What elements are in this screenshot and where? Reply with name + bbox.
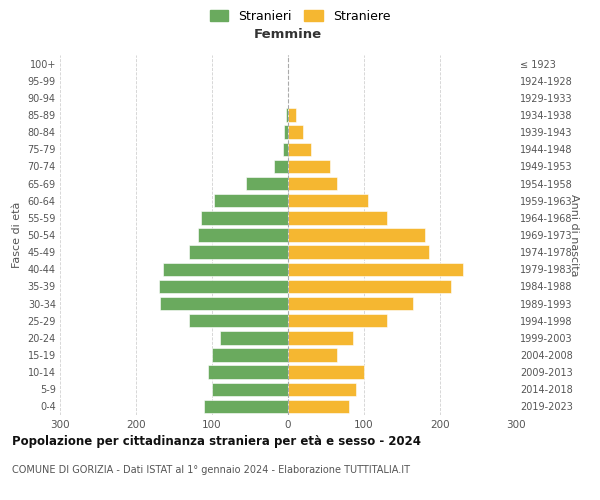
Bar [288,160,330,173]
Bar [283,142,288,156]
Bar [189,314,288,328]
Bar [288,297,413,310]
Bar [214,194,288,207]
Y-axis label: Anni di nascita: Anni di nascita [569,194,578,276]
Bar [200,211,288,224]
Bar [208,366,288,379]
Text: Femmine: Femmine [254,28,322,40]
Bar [288,280,451,293]
Text: Popolazione per cittadinanza straniera per età e sesso - 2024: Popolazione per cittadinanza straniera p… [12,435,421,448]
Bar [288,228,425,241]
Bar [220,331,288,344]
Bar [288,246,428,259]
Bar [288,400,349,413]
Y-axis label: Fasce di età: Fasce di età [12,202,22,268]
Bar [212,348,288,362]
Bar [288,142,311,156]
Bar [286,108,288,122]
Bar [288,211,387,224]
Bar [212,382,288,396]
Bar [274,160,288,173]
Bar [288,177,337,190]
Bar [288,382,356,396]
Bar [284,126,288,139]
Bar [288,348,337,362]
Bar [159,280,288,293]
Bar [288,366,364,379]
Text: COMUNE DI GORIZIA - Dati ISTAT al 1° gennaio 2024 - Elaborazione TUTTITALIA.IT: COMUNE DI GORIZIA - Dati ISTAT al 1° gen… [12,465,410,475]
Bar [205,400,288,413]
Bar [288,126,303,139]
Legend: Stranieri, Straniere: Stranieri, Straniere [205,5,395,28]
Bar [288,331,353,344]
Bar [189,246,288,259]
Bar [160,297,288,310]
Bar [199,228,288,241]
Bar [288,262,463,276]
Bar [288,314,387,328]
Bar [163,262,288,276]
Bar [288,194,368,207]
Bar [246,177,288,190]
Bar [288,108,296,122]
